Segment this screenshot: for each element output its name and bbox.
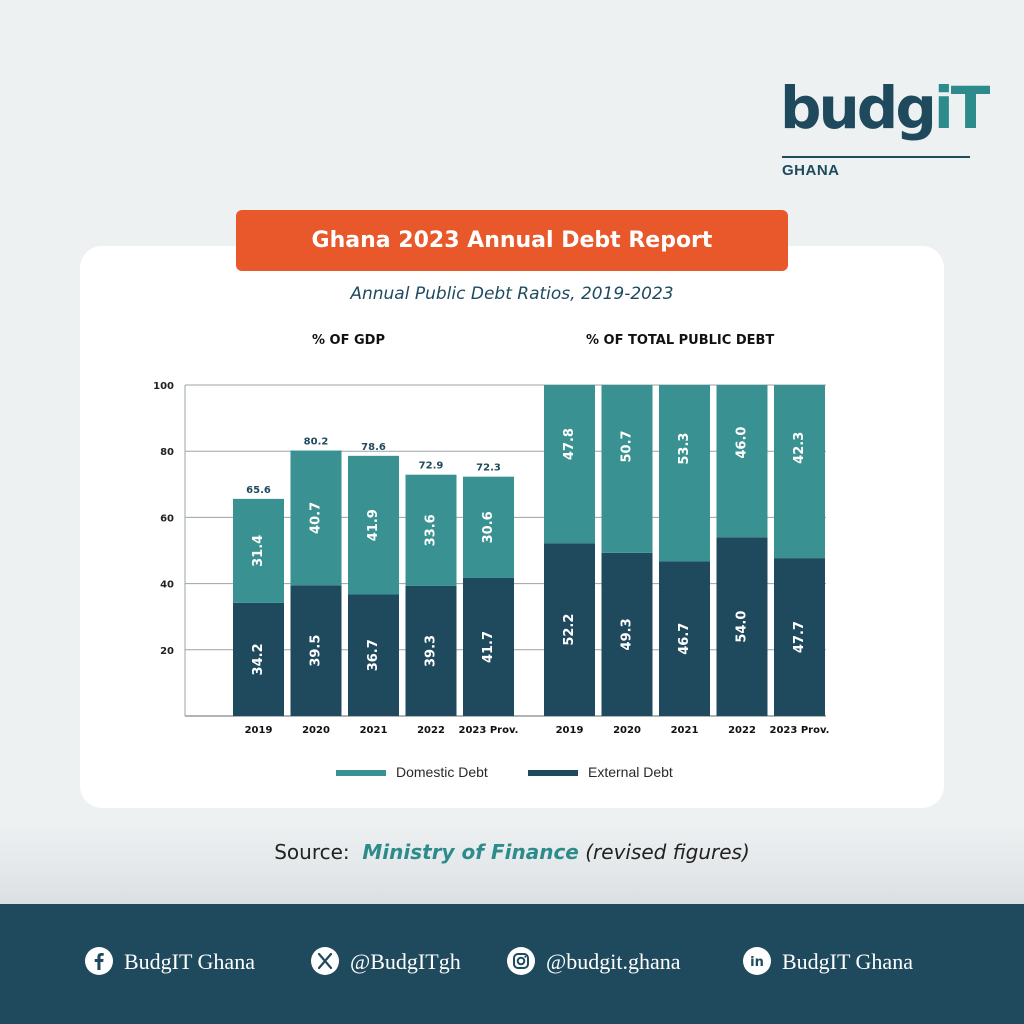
data-label-external: 39.5: [309, 635, 324, 667]
bar-domestic: [405, 474, 457, 586]
logo-rule: [782, 156, 970, 158]
bar-external: [544, 543, 595, 716]
data-label-external: 52.2: [562, 614, 577, 646]
bar-external: [233, 602, 284, 716]
data-label-total: 72.9: [419, 461, 444, 472]
bar-domestic: [774, 385, 825, 559]
svg-text:in: in: [750, 955, 764, 970]
x-tick-label: 2020: [302, 725, 330, 736]
data-label-domestic: 40.7: [309, 502, 324, 534]
y-tick-label: 100: [153, 381, 174, 392]
legend-swatch-domestic: [336, 770, 386, 776]
source-prefix: Source:: [274, 840, 350, 864]
instagram-icon: [507, 947, 535, 975]
bar-external: [405, 585, 457, 716]
bar-domestic: [348, 455, 399, 595]
bar-external: [348, 594, 399, 716]
legend-label-external: External Debt: [588, 764, 673, 780]
social-label-linkedin: BudgIT Ghana: [782, 949, 913, 974]
bar-domestic: [659, 385, 710, 562]
background-paper-texture: [0, 820, 1024, 910]
y-tick-label: 20: [160, 646, 174, 657]
legend-label-domestic: Domestic Debt: [396, 764, 488, 780]
x-tick-label: 2021: [671, 725, 699, 736]
bar-domestic: [463, 476, 514, 578]
bar-domestic: [290, 450, 342, 586]
data-label-domestic: 41.9: [366, 509, 381, 541]
data-label-domestic: 50.7: [620, 430, 635, 462]
source-note: Source: Ministry of Finance (revised fig…: [0, 840, 1024, 864]
data-label-total: 80.2: [304, 437, 329, 448]
bar-external: [716, 537, 768, 716]
data-label-domestic: 42.3: [792, 432, 807, 464]
logo-word-dark: budg: [780, 74, 937, 142]
bar-external: [659, 561, 710, 716]
panel-title-total-debt: % OF TOTAL PUBLIC DEBT: [586, 333, 775, 348]
data-label-total: 78.6: [361, 442, 386, 453]
report-title-banner: Ghana 2023 Annual Debt Report: [236, 210, 788, 271]
source-revision-note: (revised figures): [585, 840, 750, 864]
x-tick-label: 2019: [556, 725, 584, 736]
legend-swatch-external: [528, 770, 578, 776]
y-tick-label: 40: [160, 580, 174, 591]
data-label-external: 41.7: [481, 631, 496, 663]
x-tick-label: 2022: [728, 725, 756, 736]
source-name: Ministry of Finance: [362, 840, 579, 864]
data-label-external: 49.3: [620, 618, 635, 650]
x-icon: [311, 947, 339, 975]
facebook-icon: [85, 947, 113, 975]
bar-domestic: [233, 498, 284, 603]
social-label-facebook: BudgIT Ghana: [124, 949, 255, 974]
data-label-domestic: 46.0: [735, 427, 750, 459]
bar-domestic: [544, 385, 595, 544]
data-label-domestic: 30.6: [481, 511, 496, 543]
chart-subtitle: Annual Public Debt Ratios, 2019-2023: [350, 284, 674, 304]
bar-domestic: [716, 385, 768, 538]
data-label-domestic: 31.4: [251, 535, 266, 567]
x-tick-label: 2020: [613, 725, 641, 736]
x-tick-label: 2021: [360, 725, 388, 736]
bar-domestic: [601, 385, 653, 553]
logo-word-teal: iT: [933, 74, 990, 142]
data-label-domestic: 33.6: [424, 514, 439, 546]
x-tick-label: 2023 Prov.: [459, 725, 519, 736]
data-label-external: 39.3: [424, 635, 439, 667]
data-label-external: 34.2: [251, 643, 266, 675]
data-label-external: 36.7: [366, 639, 381, 671]
x-tick-label: 2022: [417, 725, 445, 736]
x-tick-label: 2019: [245, 725, 273, 736]
bar-external: [601, 552, 653, 716]
data-label-domestic: 47.8: [562, 428, 577, 460]
data-label-external: 47.7: [792, 621, 807, 653]
logo-wordmark: budgiT: [780, 72, 990, 144]
data-label-external: 46.7: [677, 623, 692, 655]
data-label-total: 65.6: [246, 485, 271, 496]
data-label-total: 72.3: [476, 463, 501, 474]
bar-external: [463, 577, 514, 716]
bar-external: [290, 585, 342, 716]
social-label-instagram: @budgit.ghana: [546, 949, 681, 974]
panel-title-gdp: % OF GDP: [312, 333, 385, 348]
y-tick-label: 60: [160, 513, 174, 524]
y-tick-label: 80: [160, 447, 174, 458]
data-label-domestic: 53.3: [677, 433, 692, 465]
linkedin-icon: in: [743, 947, 771, 975]
x-tick-label: 2023 Prov.: [770, 725, 830, 736]
budgit-logo: budgiT GHANA: [780, 72, 990, 182]
social-label-x: @BudgITgh: [350, 949, 461, 974]
data-label-external: 54.0: [735, 611, 750, 643]
bar-external: [774, 558, 825, 716]
logo-subtitle: GHANA: [782, 162, 840, 179]
